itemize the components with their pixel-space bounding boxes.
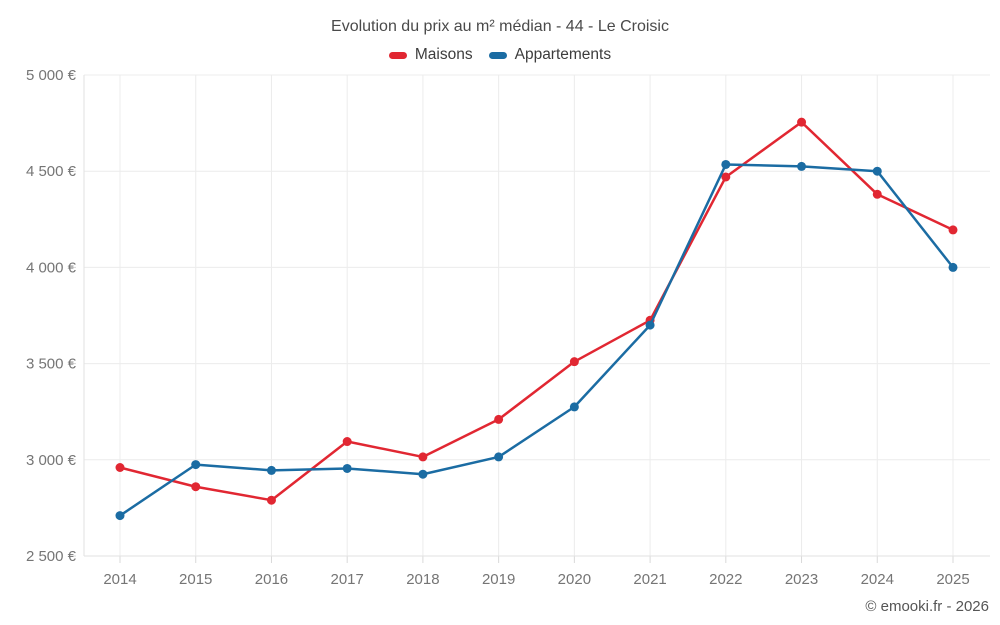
appartements-color-swatch-icon bbox=[488, 51, 507, 59]
y-axis-label: 3 000 € bbox=[26, 452, 77, 469]
x-axis-label: 2015 bbox=[179, 571, 212, 588]
chart-title: Evolution du prix au m² médian - 44 - Le… bbox=[331, 18, 669, 35]
x-axis-label: 2025 bbox=[936, 571, 969, 588]
y-axis-label: 4 000 € bbox=[26, 259, 77, 276]
legend-label-appartements: Appartements bbox=[514, 46, 612, 63]
legend-label-maisons: Maisons bbox=[414, 46, 473, 63]
data-point-appartements-2025[interactable] bbox=[948, 262, 958, 272]
data-point-maisons-2014[interactable] bbox=[115, 462, 125, 472]
legend-item-appartements[interactable]: Appartements bbox=[488, 46, 612, 64]
series-line-maisons bbox=[118, 120, 955, 502]
data-point-maisons-2018[interactable] bbox=[418, 452, 428, 462]
data-point-appartements-2020[interactable] bbox=[569, 402, 579, 412]
data-point-appartements-2017[interactable] bbox=[342, 463, 352, 473]
data-point-maisons-2024[interactable] bbox=[872, 189, 882, 199]
data-point-maisons-2015[interactable] bbox=[191, 482, 201, 492]
x-axis-label: 2021 bbox=[633, 571, 666, 588]
x-axis-label: 2014 bbox=[103, 571, 136, 588]
x-axis-label: 2019 bbox=[482, 571, 515, 588]
data-point-appartements-2021[interactable] bbox=[645, 320, 655, 330]
x-axis-label: 2024 bbox=[861, 571, 894, 588]
data-point-maisons-2019[interactable] bbox=[494, 414, 504, 424]
data-point-maisons-2016[interactable] bbox=[266, 495, 276, 505]
y-axis-label: 2 500 € bbox=[26, 548, 77, 565]
series-line-appartements bbox=[118, 163, 955, 517]
x-axis-label: 2017 bbox=[330, 571, 363, 588]
data-point-maisons-2023[interactable] bbox=[797, 117, 807, 127]
x-axis-label: 2016 bbox=[255, 571, 288, 588]
chart-legend: Maisons Appartements bbox=[0, 46, 1000, 64]
data-point-appartements-2014[interactable] bbox=[115, 511, 125, 521]
maisons-color-swatch-icon bbox=[388, 51, 407, 59]
y-axis-label: 3 500 € bbox=[26, 356, 77, 373]
data-point-maisons-2017[interactable] bbox=[342, 437, 352, 447]
x-axis-label: 2020 bbox=[558, 571, 591, 588]
data-point-appartements-2019[interactable] bbox=[494, 452, 504, 462]
legend-item-maisons[interactable]: Maisons bbox=[388, 46, 473, 64]
data-point-appartements-2016[interactable] bbox=[266, 465, 276, 475]
y-axis-label: 5 000 € bbox=[26, 67, 77, 84]
y-axis-label: 4 500 € bbox=[26, 163, 77, 180]
data-point-appartements-2015[interactable] bbox=[191, 460, 201, 470]
x-axis-label: 2022 bbox=[709, 571, 742, 588]
x-axis-label: 2018 bbox=[406, 571, 439, 588]
x-axis-label: 2023 bbox=[785, 571, 818, 588]
data-point-appartements-2024[interactable] bbox=[872, 166, 882, 176]
data-point-appartements-2023[interactable] bbox=[797, 161, 807, 171]
data-point-maisons-2022[interactable] bbox=[721, 172, 731, 182]
data-point-appartements-2018[interactable] bbox=[418, 469, 428, 479]
copyright-notice: © emooki.fr - 2026 bbox=[865, 598, 989, 615]
data-point-appartements-2022[interactable] bbox=[721, 159, 731, 169]
data-point-maisons-2020[interactable] bbox=[569, 357, 579, 367]
data-point-maisons-2025[interactable] bbox=[948, 225, 958, 235]
